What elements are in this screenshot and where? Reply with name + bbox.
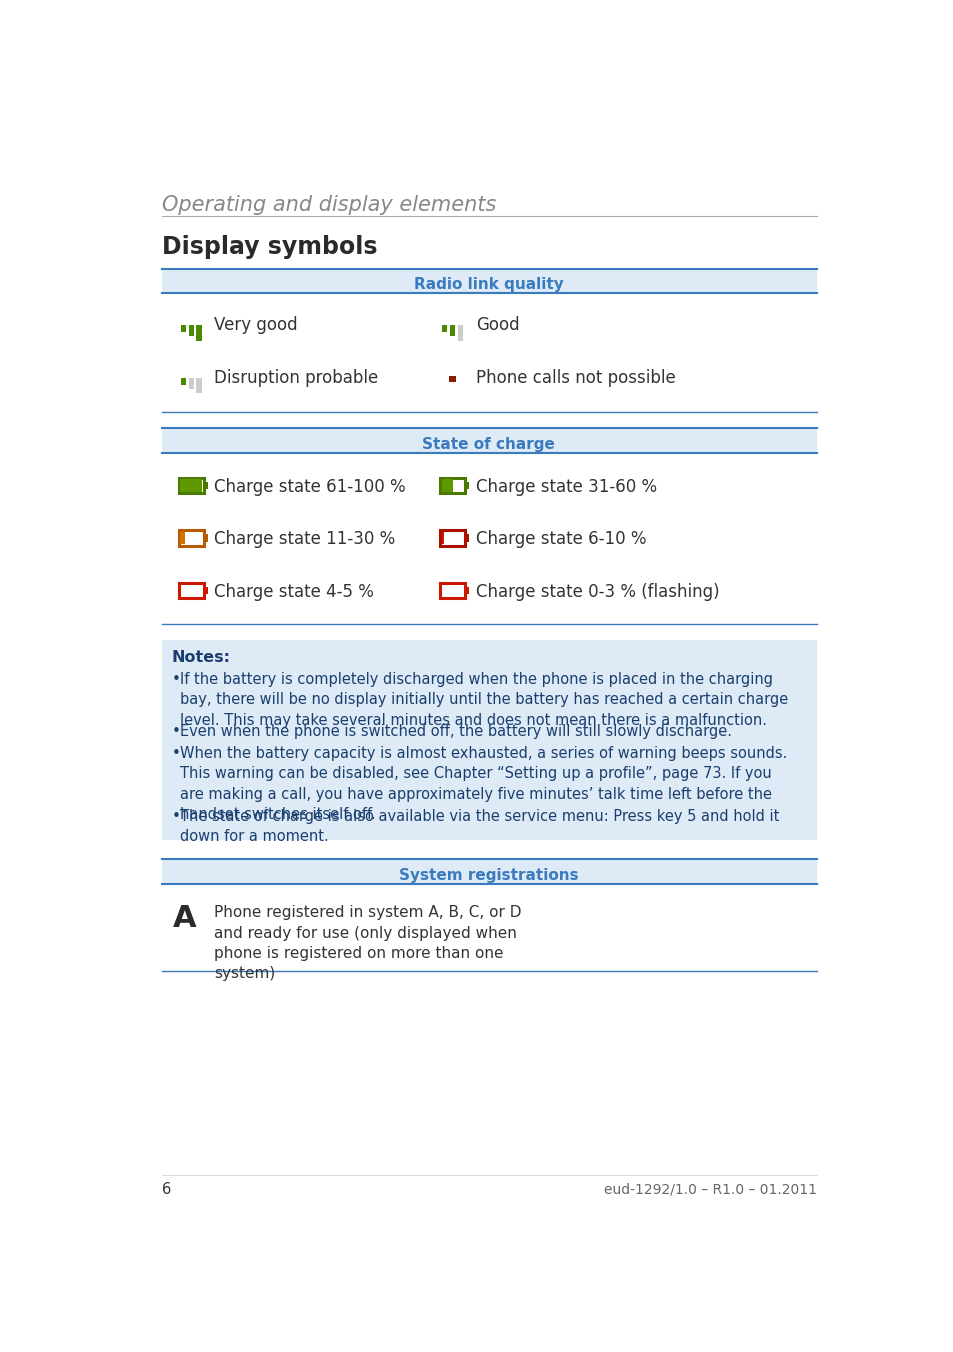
Text: •: • bbox=[172, 672, 181, 687]
Bar bbox=[179, 479, 204, 493]
Bar bbox=[464, 587, 468, 595]
Bar bbox=[189, 326, 193, 337]
Bar bbox=[162, 639, 816, 840]
Bar bbox=[204, 587, 208, 595]
Bar bbox=[162, 859, 816, 884]
Text: Charge state 61-100 %: Charge state 61-100 % bbox=[213, 479, 405, 496]
Bar bbox=[181, 377, 186, 385]
Text: Charge state 31-60 %: Charge state 31-60 % bbox=[476, 479, 657, 496]
Bar bbox=[178, 530, 204, 546]
Bar bbox=[204, 534, 208, 542]
Text: Disruption probable: Disruption probable bbox=[213, 369, 377, 387]
Text: Charge state 6-10 %: Charge state 6-10 % bbox=[476, 530, 645, 549]
Bar bbox=[441, 531, 443, 544]
Bar bbox=[439, 581, 465, 599]
Bar bbox=[162, 269, 816, 293]
Bar bbox=[439, 530, 465, 546]
Text: Display symbols: Display symbols bbox=[162, 235, 377, 260]
Text: A: A bbox=[173, 903, 196, 933]
Text: State of charge: State of charge bbox=[422, 437, 555, 452]
Text: Good: Good bbox=[476, 316, 518, 334]
Bar bbox=[196, 377, 202, 393]
Bar bbox=[204, 481, 208, 489]
Bar bbox=[439, 530, 464, 546]
Bar bbox=[189, 377, 193, 388]
Text: Notes:: Notes: bbox=[172, 650, 231, 665]
Bar bbox=[448, 376, 456, 383]
Bar bbox=[180, 531, 185, 544]
Text: Very good: Very good bbox=[213, 316, 297, 334]
Text: Even when the phone is switched off, the battery will still slowly discharge.: Even when the phone is switched off, the… bbox=[180, 725, 732, 740]
Text: Radio link quality: Radio link quality bbox=[414, 277, 563, 292]
Bar bbox=[179, 530, 204, 546]
Text: The state of charge is also available via the service menu: Press key 5 and hold: The state of charge is also available vi… bbox=[180, 808, 779, 845]
Bar bbox=[196, 326, 202, 341]
Bar bbox=[441, 480, 453, 492]
Bar bbox=[439, 479, 464, 493]
Text: Operating and display elements: Operating and display elements bbox=[162, 195, 496, 215]
Bar bbox=[439, 583, 464, 598]
Text: Charge state 11-30 %: Charge state 11-30 % bbox=[213, 530, 395, 549]
Text: When the battery capacity is almost exhausted, a series of warning beeps sounds.: When the battery capacity is almost exha… bbox=[180, 746, 787, 822]
Bar bbox=[178, 581, 204, 599]
Text: •: • bbox=[172, 725, 181, 740]
Bar bbox=[179, 583, 204, 598]
Text: If the battery is completely discharged when the phone is placed in the charging: If the battery is completely discharged … bbox=[180, 672, 788, 727]
Text: Phone calls not possible: Phone calls not possible bbox=[476, 369, 675, 387]
Bar bbox=[439, 477, 465, 493]
Bar bbox=[441, 326, 447, 333]
Bar bbox=[180, 480, 202, 492]
Bar bbox=[181, 326, 186, 333]
Text: Charge state 0-3 % (flashing): Charge state 0-3 % (flashing) bbox=[476, 583, 719, 600]
Text: Phone registered in system A, B, C, or D
and ready for use (only displayed when
: Phone registered in system A, B, C, or D… bbox=[213, 906, 520, 982]
Text: •: • bbox=[172, 808, 181, 823]
Bar bbox=[449, 326, 455, 337]
Text: System registrations: System registrations bbox=[398, 868, 578, 883]
Bar bbox=[464, 481, 468, 489]
Text: eud-1292/1.0 – R1.0 – 01.2011: eud-1292/1.0 – R1.0 – 01.2011 bbox=[603, 1183, 816, 1197]
Bar bbox=[457, 326, 462, 341]
Bar bbox=[178, 477, 204, 493]
Bar bbox=[464, 534, 468, 542]
Text: Charge state 4-5 %: Charge state 4-5 % bbox=[213, 583, 374, 600]
Text: 6: 6 bbox=[162, 1183, 171, 1198]
Bar bbox=[162, 427, 816, 453]
Text: •: • bbox=[172, 746, 181, 761]
